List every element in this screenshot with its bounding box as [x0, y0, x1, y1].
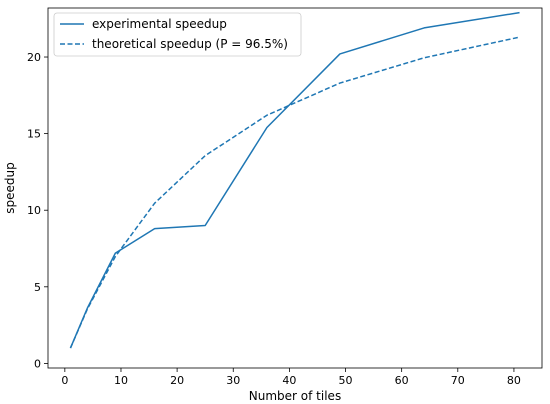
x-tick-label: 10	[114, 374, 128, 387]
x-tick-label: 0	[61, 374, 68, 387]
x-tick-label: 30	[226, 374, 240, 387]
x-tick-label: 40	[282, 374, 296, 387]
x-tick-label: 80	[507, 374, 521, 387]
plot-frame	[47, 7, 543, 369]
y-tick-label: 0	[34, 357, 41, 370]
y-tick-label: 15	[27, 128, 41, 141]
legend: experimental speedup theoretical speedup…	[53, 12, 302, 57]
series-layer	[69, 11, 520, 349]
legend-label-theoretical: theoretical speedup (P = 96.5%)	[92, 37, 288, 51]
y-tick-label: 20	[27, 51, 41, 64]
x-tick-label: 60	[395, 374, 409, 387]
x-axis-label: Number of tiles	[249, 389, 341, 403]
x-axis-ticks: 0 10 20 30 40 50 60 70 80	[61, 368, 521, 387]
y-axis-label: speedup	[3, 162, 17, 213]
y-axis-ticks: 0 5 10 15 20	[27, 51, 48, 370]
series-line-experimental	[69, 11, 520, 349]
y-tick-label: 5	[34, 281, 41, 294]
legend-box	[53, 12, 302, 57]
legend-label-experimental: experimental speedup	[92, 17, 227, 31]
x-tick-label: 70	[451, 374, 465, 387]
series-line-theoretical	[69, 36, 520, 349]
x-tick-label: 50	[339, 374, 353, 387]
y-tick-label: 10	[27, 204, 41, 217]
x-tick-label: 20	[170, 374, 184, 387]
